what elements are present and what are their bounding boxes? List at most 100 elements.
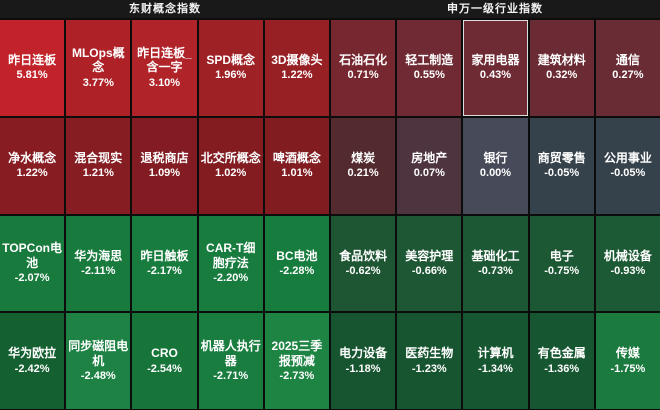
cell-value: -2.28% — [279, 264, 315, 277]
cell-value: -0.62% — [345, 264, 381, 277]
heatmap-cell[interactable]: 3D摄像头 1.22% — [264, 20, 329, 116]
heatmap-cell[interactable]: TOPCon电池 -2.07% — [0, 215, 65, 312]
cell-label: 建筑材料 — [537, 53, 586, 68]
heatmap-cell[interactable]: 有色金属 -1.36% — [529, 313, 594, 409]
cell-value: -2.20% — [213, 272, 249, 285]
section-header-left: 东财概念指数 — [0, 0, 330, 18]
cell-value: -2.48% — [80, 369, 116, 382]
heatmap-cell[interactable]: 医药生物 -1.23% — [397, 313, 462, 409]
cell-label: 基础化工 — [471, 248, 520, 263]
heatmap-grid: 昨日连板 5.81% MLOps概念 3.77% 昨日连板_含一字 3.10% SPD概念 1… — [0, 18, 660, 410]
heatmap-cell[interactable]: 传媒 -1.75% — [595, 313, 660, 409]
cell-value: -1.36% — [544, 362, 580, 375]
heatmap-cell[interactable]: 公用事业 -0.05% — [595, 117, 660, 214]
cell-label: 净水概念 — [8, 150, 57, 165]
heatmap-cell[interactable]: 退税商店 1.09% — [132, 117, 197, 214]
cell-value: 1.96% — [215, 69, 247, 82]
heatmap-cell[interactable]: 计算机 -1.34% — [463, 313, 528, 409]
cell-label: 石油石化 — [339, 53, 388, 68]
cell-value: -0.93% — [610, 264, 646, 277]
heatmap-cell[interactable]: 啤酒概念 1.01% — [264, 117, 329, 214]
heatmap-cell[interactable]: 基础化工 -0.73% — [463, 215, 528, 312]
heatmap-cell[interactable]: SPD概念 1.96% — [198, 20, 263, 116]
heatmap-cell[interactable]: 房地产 0.07% — [397, 117, 462, 214]
cell-label: 房地产 — [411, 150, 448, 165]
cell-label: 通信 — [615, 53, 640, 68]
cell-label: 煤炭 — [351, 150, 376, 165]
cell-label: 商贸零售 — [537, 150, 586, 165]
heatmap-cell[interactable]: 华为欧拉 -2.42% — [0, 313, 65, 409]
cell-value: -2.73% — [279, 369, 315, 382]
cell-label: 2025三季报预减 — [271, 339, 323, 368]
cell-label: MLOps概念 — [71, 45, 125, 75]
cell-label: 传媒 — [615, 346, 640, 361]
cell-value: 1.22% — [16, 167, 48, 180]
heatmap-cell[interactable]: 轻工制造 0.55% — [397, 20, 462, 116]
cell-label: 机械设备 — [603, 248, 652, 263]
cell-value: 0.27% — [612, 69, 644, 82]
cell-label: 退税商店 — [140, 150, 189, 165]
cell-value: 0.21% — [347, 167, 379, 180]
cell-value: -0.05% — [544, 167, 580, 180]
heatmap-cell[interactable]: 电力设备 -1.18% — [330, 313, 396, 409]
cell-value: -1.23% — [411, 362, 447, 375]
cell-label: 家用电器 — [471, 53, 520, 68]
cell-label: 电力设备 — [339, 346, 388, 361]
cell-label: 啤酒概念 — [272, 150, 321, 165]
cell-label: 同步磁阻电机 — [68, 339, 129, 368]
heatmap-cell[interactable]: 北交所概念 1.02% — [198, 117, 263, 214]
heatmap-cell[interactable]: CAR-T细胞疗法 -2.20% — [198, 215, 263, 312]
cell-label: 华为海思 — [74, 248, 123, 263]
cell-label: 机器人执行器 — [200, 339, 261, 368]
cell-label: CAR-T细胞疗法 — [206, 241, 256, 270]
cell-label: 北交所概念 — [200, 150, 261, 165]
cell-value: -2.17% — [147, 264, 182, 277]
cell-value: -2.71% — [213, 369, 249, 382]
heatmap-cell[interactable]: 昨日连板_含一字 3.10% — [132, 20, 197, 116]
heatmap-cell[interactable]: 煤炭 0.21% — [330, 117, 396, 214]
heatmap-cell[interactable]: 机械设备 -0.93% — [595, 215, 660, 312]
cell-label: 公用事业 — [603, 150, 652, 165]
cell-label: 昨日连板_含一字 — [137, 45, 192, 75]
heatmap-cell[interactable]: 2025三季报预减 -2.73% — [264, 313, 329, 409]
cell-label: 混合现实 — [74, 150, 123, 165]
heatmap-cell[interactable]: 通信 0.27% — [595, 20, 660, 116]
cell-value: -2.42% — [14, 362, 50, 375]
heatmap-cell[interactable]: 银行 0.00% — [463, 117, 528, 214]
cell-value: -1.18% — [345, 362, 381, 375]
heatmap-cell[interactable]: 昨日连板 5.81% — [0, 20, 65, 116]
cell-label: 银行 — [483, 150, 508, 165]
heatmap-cell[interactable]: 昨日触板 -2.17% — [132, 215, 197, 312]
cell-value: 0.55% — [413, 69, 445, 82]
cell-value: -0.66% — [411, 264, 447, 277]
heatmap-cell[interactable]: 同步磁阻电机 -2.48% — [66, 313, 131, 409]
cell-value: 1.01% — [281, 167, 313, 180]
cell-value: -0.73% — [478, 264, 513, 277]
section-header-right: 申万一级行业指数 — [330, 0, 660, 18]
cell-label: 医药生物 — [405, 346, 454, 361]
heatmap-cell[interactable]: 机器人执行器 -2.71% — [198, 313, 263, 409]
heatmap-cell[interactable]: BC电池 -2.28% — [264, 215, 329, 312]
cell-label: 轻工制造 — [405, 53, 454, 68]
heatmap-cell[interactable]: 建筑材料 0.32% — [529, 20, 594, 116]
cell-value: 0.07% — [413, 167, 445, 180]
cell-value: -0.05% — [610, 167, 646, 180]
heatmap-cell[interactable]: 净水概念 1.22% — [0, 117, 65, 214]
heatmap-cell[interactable]: 混合现实 1.21% — [66, 117, 131, 214]
heatmap-cell[interactable]: MLOps概念 3.77% — [66, 20, 131, 116]
cell-value: 3.10% — [148, 76, 181, 89]
cell-label: TOPCon电池 — [2, 241, 62, 270]
cell-value: 0.71% — [347, 69, 379, 82]
cell-value: -0.75% — [544, 264, 580, 277]
heatmap-cell[interactable]: 美容护理 -0.66% — [397, 215, 462, 312]
cell-label: 华为欧拉 — [8, 346, 57, 361]
heatmap-cell[interactable]: 石油石化 0.71% — [330, 20, 396, 116]
heatmap-cell[interactable]: 电子 -0.75% — [529, 215, 594, 312]
heatmap-cell[interactable]: 家用电器 0.43% — [463, 20, 528, 116]
heatmap-cell[interactable]: 华为海思 -2.11% — [66, 215, 131, 312]
cell-value: -2.54% — [147, 362, 182, 375]
cell-value: -2.11% — [81, 264, 116, 277]
heatmap-cell[interactable]: 商贸零售 -0.05% — [529, 117, 594, 214]
heatmap-cell[interactable]: CRO -2.54% — [132, 313, 197, 409]
heatmap-cell[interactable]: 食品饮料 -0.62% — [330, 215, 396, 312]
